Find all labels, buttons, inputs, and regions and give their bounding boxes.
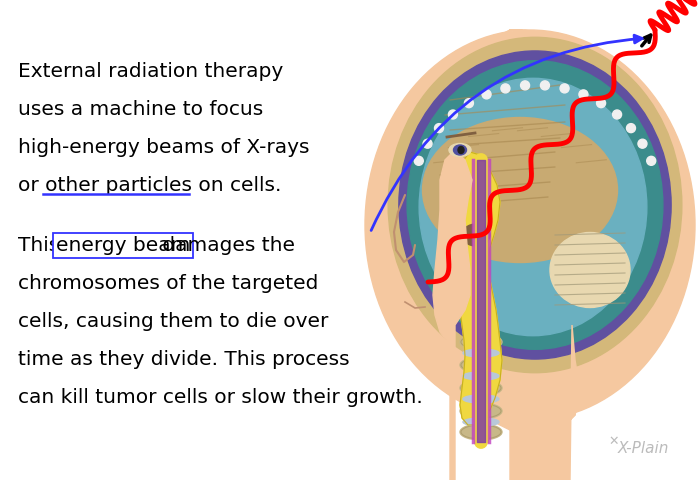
Ellipse shape	[458, 146, 464, 154]
Text: energy beam: energy beam	[56, 236, 190, 255]
Text: chromosomes of the targeted: chromosomes of the targeted	[18, 274, 318, 293]
Ellipse shape	[463, 372, 499, 380]
Ellipse shape	[460, 424, 502, 440]
Ellipse shape	[463, 418, 499, 426]
Text: can kill tumor cells or slow their growth.: can kill tumor cells or slow their growt…	[18, 388, 423, 407]
Circle shape	[596, 99, 606, 108]
Circle shape	[449, 110, 457, 119]
Ellipse shape	[460, 357, 502, 373]
Ellipse shape	[460, 403, 502, 419]
Ellipse shape	[454, 145, 466, 155]
Ellipse shape	[463, 395, 499, 403]
FancyArrowPatch shape	[371, 35, 642, 230]
Circle shape	[521, 81, 530, 90]
Ellipse shape	[399, 51, 671, 359]
Text: uses a machine to focus: uses a machine to focus	[18, 100, 263, 119]
Circle shape	[435, 124, 444, 132]
Ellipse shape	[460, 334, 502, 350]
Ellipse shape	[407, 60, 663, 349]
Ellipse shape	[460, 380, 502, 396]
Text: ✕: ✕	[608, 435, 619, 448]
Text: X-Plain: X-Plain	[618, 441, 669, 456]
Ellipse shape	[571, 186, 589, 214]
Circle shape	[560, 84, 569, 93]
Text: or other particles on cells.: or other particles on cells.	[18, 176, 281, 195]
Circle shape	[414, 156, 424, 165]
Ellipse shape	[388, 37, 682, 372]
Text: External radiation therapy: External radiation therapy	[18, 62, 284, 81]
Ellipse shape	[419, 78, 647, 336]
Ellipse shape	[365, 30, 695, 420]
Circle shape	[482, 90, 491, 99]
Polygon shape	[456, 152, 502, 425]
Ellipse shape	[573, 190, 583, 210]
Text: cells, causing them to die over: cells, causing them to die over	[18, 312, 328, 331]
Circle shape	[501, 84, 510, 93]
Ellipse shape	[423, 118, 617, 263]
Ellipse shape	[550, 232, 630, 308]
Circle shape	[423, 139, 432, 148]
Circle shape	[612, 110, 622, 119]
Circle shape	[540, 81, 550, 90]
Polygon shape	[433, 150, 472, 480]
Circle shape	[579, 90, 588, 99]
Circle shape	[647, 156, 656, 165]
Text: This: This	[18, 236, 66, 255]
Ellipse shape	[449, 144, 471, 156]
Polygon shape	[510, 325, 580, 480]
Text: time as they divide. This process: time as they divide. This process	[18, 350, 349, 369]
Text: high-energy beams of X-rays: high-energy beams of X-rays	[18, 138, 309, 157]
Polygon shape	[395, 30, 582, 435]
Circle shape	[638, 139, 647, 148]
Ellipse shape	[462, 224, 490, 246]
Circle shape	[464, 99, 473, 108]
Circle shape	[626, 124, 636, 132]
Text: damages the: damages the	[156, 236, 295, 255]
Ellipse shape	[463, 349, 499, 357]
